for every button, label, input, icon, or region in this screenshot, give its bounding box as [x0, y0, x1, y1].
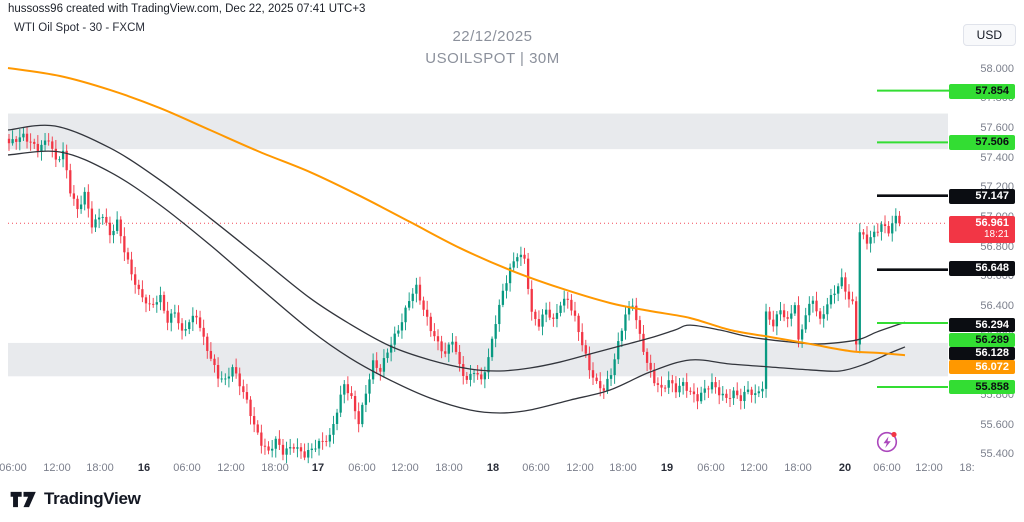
currency-usd-button[interactable]: USD [962, 24, 1016, 46]
time-label: 18:00 [86, 462, 114, 474]
time-label-day: 16 [137, 462, 151, 474]
price-marker-56.072: 56.072 [949, 360, 1015, 374]
ma-black-lower [7, 150, 906, 414]
time-label: 06:00 [173, 462, 201, 474]
time-label: 06:00 [0, 462, 27, 474]
time-label: 12:00 [740, 462, 768, 474]
price-marker-56.961: 56.961 18:21 [949, 215, 1015, 243]
tradingview-logo[interactable]: TradingView [10, 489, 141, 509]
price-axis[interactable]: 58.00057.80057.60057.40057.20057.00056.8… [948, 0, 1024, 461]
flash-icon[interactable] [872, 425, 904, 457]
price-tick: 55.400 [980, 448, 1014, 461]
candles [7, 127, 901, 464]
time-label: 18: [959, 462, 975, 474]
time-label: 12:00 [217, 462, 245, 474]
attribution-text: hussoss96 created with TradingView.com, … [8, 3, 366, 15]
price-marker-56.128: 56.128 [949, 346, 1015, 360]
ma-black-upper [7, 124, 906, 372]
price-marker-57.506: 57.506 [949, 134, 1015, 150]
time-label: 18:00 [435, 462, 463, 474]
time-label: 06:00 [522, 462, 550, 474]
price-marker-55.858: 55.858 [949, 380, 1015, 394]
time-label: 12:00 [43, 462, 71, 474]
price-marker-56.289: 56.289 [949, 333, 1015, 347]
price-tick: 57.400 [980, 151, 1014, 164]
time-label: 18:00 [609, 462, 637, 474]
time-label: 06:00 [348, 462, 376, 474]
time-label-day: 17 [311, 462, 325, 474]
time-label-day: 20 [838, 462, 852, 474]
price-zone [8, 113, 948, 150]
price-tick: 55.600 [980, 418, 1014, 431]
time-label: 18:00 [784, 462, 812, 474]
time-label: 12:00 [915, 462, 943, 474]
price-marker-57.854: 57.854 [949, 83, 1015, 99]
time-label: 06:00 [873, 462, 901, 474]
price-tick: 56.800 [980, 240, 1014, 253]
ma-orange [7, 66, 906, 357]
time-label: 12:00 [391, 462, 419, 474]
tradingview-logo-text: TradingView [44, 489, 141, 508]
time-label: 06:00 [697, 462, 725, 474]
tradingview-logo-icon [10, 491, 36, 507]
time-label-day: 18 [486, 462, 500, 474]
price-tick: 56.400 [980, 300, 1014, 313]
time-label-day: 19 [660, 462, 674, 474]
price-marker-56.294: 56.294 [949, 318, 1015, 332]
time-axis[interactable]: 06:00 12:00 18:00 16 06:00 12:00 18:00 17 06:00 1… [0, 458, 1024, 478]
price-marker-56.648: 56.648 [949, 260, 1015, 276]
time-label: 12:00 [566, 462, 594, 474]
time-label: 18:00 [261, 462, 289, 474]
symbol-legend[interactable]: WTI Oil Spot - 30 - FXCM [14, 22, 145, 34]
price-tick: 57.600 [980, 121, 1014, 134]
price-tick: 58.000 [980, 62, 1014, 75]
price-marker-57.147: 57.147 [949, 188, 1015, 204]
